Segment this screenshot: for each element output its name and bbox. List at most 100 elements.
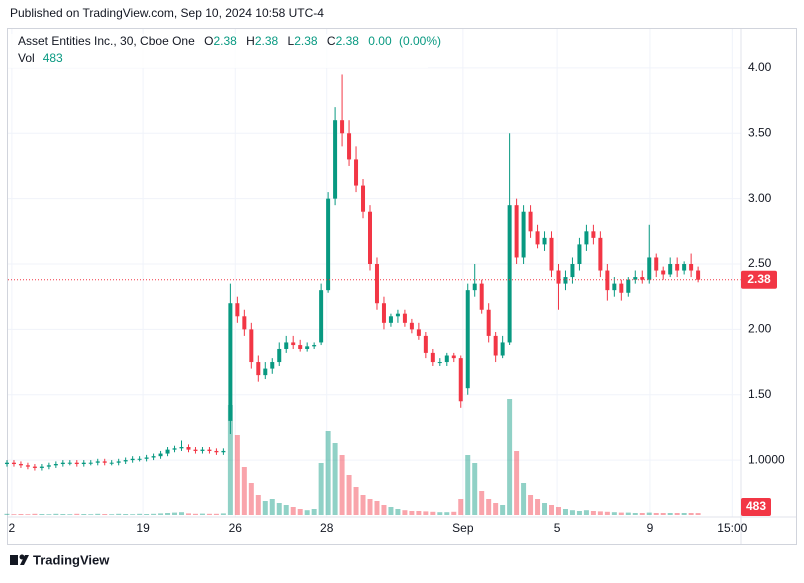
volume-bar xyxy=(430,511,436,515)
volume-bar xyxy=(695,513,701,515)
volume-bar xyxy=(549,505,555,515)
candle-body xyxy=(53,464,58,466)
candle-body xyxy=(291,342,296,346)
volume-bar xyxy=(227,405,233,515)
candle-body xyxy=(207,449,212,451)
volume-bar xyxy=(332,443,338,515)
volume-bar xyxy=(507,399,513,515)
volume-bar xyxy=(611,512,617,515)
volume-bar xyxy=(109,514,115,515)
brand: TradingView xyxy=(33,552,110,567)
candle-body xyxy=(11,462,16,465)
volume-bar xyxy=(409,511,415,515)
volume-bar xyxy=(562,509,568,515)
last-volume-tag xyxy=(741,498,771,516)
volume-bar xyxy=(25,514,31,515)
candle-body xyxy=(409,322,414,330)
candle-body xyxy=(284,342,289,349)
volume-bar xyxy=(486,499,492,515)
candle-body xyxy=(556,270,561,284)
candle-body xyxy=(256,362,261,376)
volume-bar xyxy=(137,513,143,515)
volume-bar xyxy=(179,512,185,515)
volume-bar xyxy=(276,503,282,515)
volume-bar xyxy=(199,513,205,515)
volume-bar xyxy=(255,495,261,515)
candle-body xyxy=(326,198,331,291)
volume-bar xyxy=(346,475,352,515)
y-tick-label: 3.50 xyxy=(748,125,772,139)
candle-body xyxy=(263,368,268,376)
brand-logo xyxy=(10,554,29,565)
volume-bar xyxy=(102,514,108,515)
candle-body xyxy=(570,264,575,278)
volume-bar xyxy=(46,514,52,515)
candle-body xyxy=(437,362,442,364)
volume-bar xyxy=(667,513,673,515)
y-tick-label: 2.50 xyxy=(748,256,772,270)
x-tick-label: 9 xyxy=(647,521,654,535)
volume-bar xyxy=(514,451,520,515)
volume-bar xyxy=(458,499,464,515)
volume-bar xyxy=(318,463,324,515)
volume-bar xyxy=(451,511,457,515)
volume-bar xyxy=(402,510,408,515)
candle-body xyxy=(340,120,345,134)
volume-bar xyxy=(60,514,66,515)
chart-frame xyxy=(7,28,797,545)
candle-body xyxy=(270,362,275,369)
candle-body xyxy=(361,185,366,212)
candle-body xyxy=(4,462,9,465)
candle-body xyxy=(675,264,680,271)
volume-bar xyxy=(444,512,450,515)
y-tick-label: 1.50 xyxy=(748,387,772,401)
volume-bar xyxy=(130,514,136,515)
candle-body xyxy=(388,316,393,323)
candle-body xyxy=(130,458,135,461)
volume-bar xyxy=(576,511,582,515)
volume-bar xyxy=(123,514,129,515)
volume-bar xyxy=(88,514,94,515)
candle-body xyxy=(528,211,533,232)
y-tick-label: 1.0000 xyxy=(748,452,785,466)
candle-body xyxy=(423,335,428,353)
last-price-tag xyxy=(741,270,777,289)
candle-body xyxy=(451,355,456,359)
volume-bar xyxy=(646,512,652,515)
candle-body xyxy=(689,264,694,271)
candle-body xyxy=(165,449,170,454)
last-volume-label: 483 xyxy=(746,499,766,513)
legend-value: 2.38 xyxy=(213,34,237,48)
volume-bar xyxy=(151,513,157,515)
volume-bar xyxy=(95,513,101,515)
candle-body xyxy=(81,462,86,465)
volume-bar xyxy=(597,511,603,515)
volume-bar xyxy=(67,514,73,515)
candle-body xyxy=(647,257,652,280)
candle-body xyxy=(605,270,610,291)
volume-bar xyxy=(555,507,561,515)
volume-bar xyxy=(4,513,10,515)
y-tick-label: 3.00 xyxy=(748,191,772,205)
candle-body xyxy=(221,450,226,453)
volume-bar xyxy=(234,435,240,515)
candle-body xyxy=(591,231,596,238)
legend-value: 2.38 xyxy=(336,34,360,48)
candle-body xyxy=(172,448,177,450)
volume-bar xyxy=(269,499,275,515)
volume-bar xyxy=(521,483,527,515)
volume-bar xyxy=(220,513,226,515)
candle-body xyxy=(18,464,23,466)
candle-body xyxy=(374,264,379,304)
candle-body xyxy=(242,316,247,330)
published-note: Published on TradingView.com, Sep 10, 20… xyxy=(10,6,324,20)
candle-body xyxy=(95,461,100,463)
candle-body xyxy=(39,466,44,468)
volume-bar xyxy=(262,501,268,515)
volume-bar xyxy=(339,455,345,515)
volume-bar xyxy=(416,511,422,515)
volume-bar xyxy=(304,510,310,515)
volume-bar xyxy=(213,513,219,515)
